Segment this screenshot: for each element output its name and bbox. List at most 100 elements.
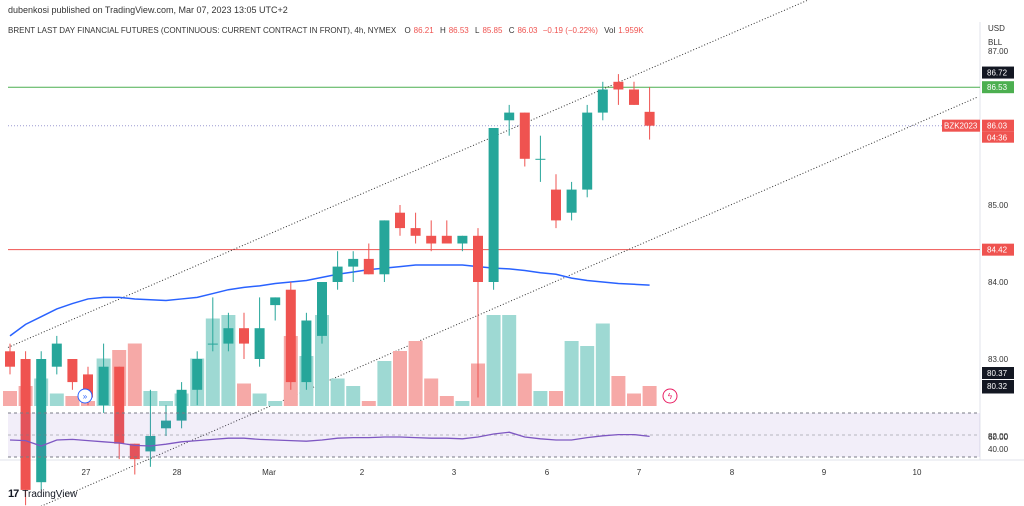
- volume-value: 1.959K: [618, 26, 644, 35]
- volume-bar: [611, 376, 626, 406]
- y-tick-label: 84.00: [988, 278, 1009, 287]
- close-label: C: [508, 26, 515, 35]
- candle-body: [145, 436, 156, 452]
- candle-body: [332, 266, 343, 282]
- volume-bar: [252, 393, 267, 406]
- price-label-box: [982, 81, 1014, 94]
- x-tick-label: 6: [545, 468, 550, 477]
- x-tick-label: Mar: [262, 468, 276, 477]
- x-tick-label: 7: [637, 468, 642, 477]
- candle-body: [207, 343, 218, 345]
- candle-body: [5, 351, 15, 367]
- footer-brand: 17 TradingView: [8, 488, 77, 500]
- symbol-title: BRENT LAST DAY FINANCIAL FUTURES (CONTIN…: [8, 26, 397, 35]
- low-label: L: [474, 26, 480, 35]
- countdown-label: 04:36: [987, 134, 1008, 143]
- volume-bar: [408, 341, 423, 406]
- candle-body: [348, 258, 359, 267]
- event-marker-icon: [77, 388, 93, 404]
- y-tick-label: 85.00: [988, 201, 1009, 210]
- volume-bar: [361, 401, 376, 406]
- candle-body: [566, 189, 577, 213]
- candle-body: [129, 443, 140, 460]
- candle-body: [457, 235, 468, 244]
- x-tick-label: 10: [913, 468, 922, 477]
- candle-body: [317, 282, 327, 336]
- candle-body: [410, 228, 421, 236]
- change-value: −0.19 (−0.22%): [542, 26, 598, 35]
- event-marker-arrow-icon: »: [83, 392, 88, 401]
- price-label: 86.72: [987, 69, 1008, 78]
- x-tick-label: 2: [360, 468, 365, 477]
- symbol-legend: BRENT LAST DAY FINANCIAL FUTURES (CONTIN…: [8, 26, 644, 35]
- countdown-box: [982, 131, 1014, 143]
- volume-bar: [502, 315, 517, 406]
- volume-bar: [642, 386, 657, 406]
- volume-bar: [424, 378, 439, 406]
- candle-body: [488, 128, 499, 282]
- candle-body: [223, 328, 234, 344]
- candle-body: [285, 289, 296, 383]
- candle-body: [582, 112, 593, 190]
- candle-body: [426, 235, 437, 244]
- volume-bar: [564, 341, 579, 406]
- candle-body: [36, 359, 47, 483]
- volume-bar: [127, 343, 142, 406]
- symbol-tag: BZK2023: [944, 122, 978, 131]
- alert-bolt-icon: ϟ: [668, 392, 673, 401]
- candle-body: [504, 112, 515, 121]
- open-value: 86.21: [413, 26, 434, 35]
- volume-bar: [486, 315, 501, 406]
- candle-body: [192, 359, 203, 390]
- volume-bar: [580, 346, 595, 406]
- volume-bar: [315, 315, 329, 406]
- price-label: 80.37: [987, 369, 1008, 378]
- candle-body: [20, 359, 31, 490]
- alert-marker-icon: [662, 388, 678, 404]
- y-tick-label: 82.00: [988, 432, 1009, 441]
- price-label-box: [982, 66, 1014, 79]
- open-label: O: [404, 26, 411, 35]
- volume-bar: [205, 318, 220, 406]
- candle-body: [597, 89, 608, 113]
- price-label-box: [982, 367, 1014, 379]
- x-tick-label: 8: [730, 468, 735, 477]
- volume-bar: [3, 391, 17, 406]
- publisher-line: dubenkosi published on TradingView.com, …: [8, 5, 288, 15]
- price-label: 80.32: [987, 382, 1008, 391]
- x-tick-label: 3: [452, 468, 457, 477]
- high-label: H: [439, 26, 446, 35]
- price-label: 84.42: [987, 246, 1008, 255]
- currency-label: USD: [988, 24, 1005, 33]
- channel-lower-line: [40, 96, 978, 506]
- rsi-line: [9, 431, 650, 447]
- volume-bar: [237, 383, 251, 406]
- candle-body: [83, 374, 93, 398]
- price-label: 86.53: [987, 83, 1008, 92]
- y-tick-label: 83.00: [988, 355, 1009, 364]
- rsi-tick-label: 40.00: [988, 445, 1009, 454]
- candle-body: [301, 320, 312, 383]
- price-label-box: [982, 243, 1014, 256]
- candle-body: [644, 111, 655, 126]
- candle-body: [395, 212, 405, 229]
- candle-body: [629, 89, 639, 105]
- candle-body: [270, 297, 281, 306]
- y-tick-label: 87.00: [988, 47, 1009, 56]
- volume-bar: [377, 361, 392, 406]
- symbol-tag-box: [942, 119, 980, 132]
- candle-body: [254, 328, 265, 359]
- volume-bar: [455, 401, 470, 406]
- price-label: 86.03: [987, 122, 1008, 131]
- high-value: 86.53: [448, 26, 469, 35]
- candle-body: [239, 328, 249, 344]
- volume-bar: [65, 396, 80, 406]
- volume-bar: [439, 396, 454, 406]
- candle-body: [551, 189, 561, 221]
- candle-body: [613, 81, 624, 90]
- x-tick-label: 28: [173, 468, 182, 477]
- volume-bar: [533, 391, 548, 406]
- candle-body: [114, 366, 125, 444]
- volume-bar: [517, 373, 532, 406]
